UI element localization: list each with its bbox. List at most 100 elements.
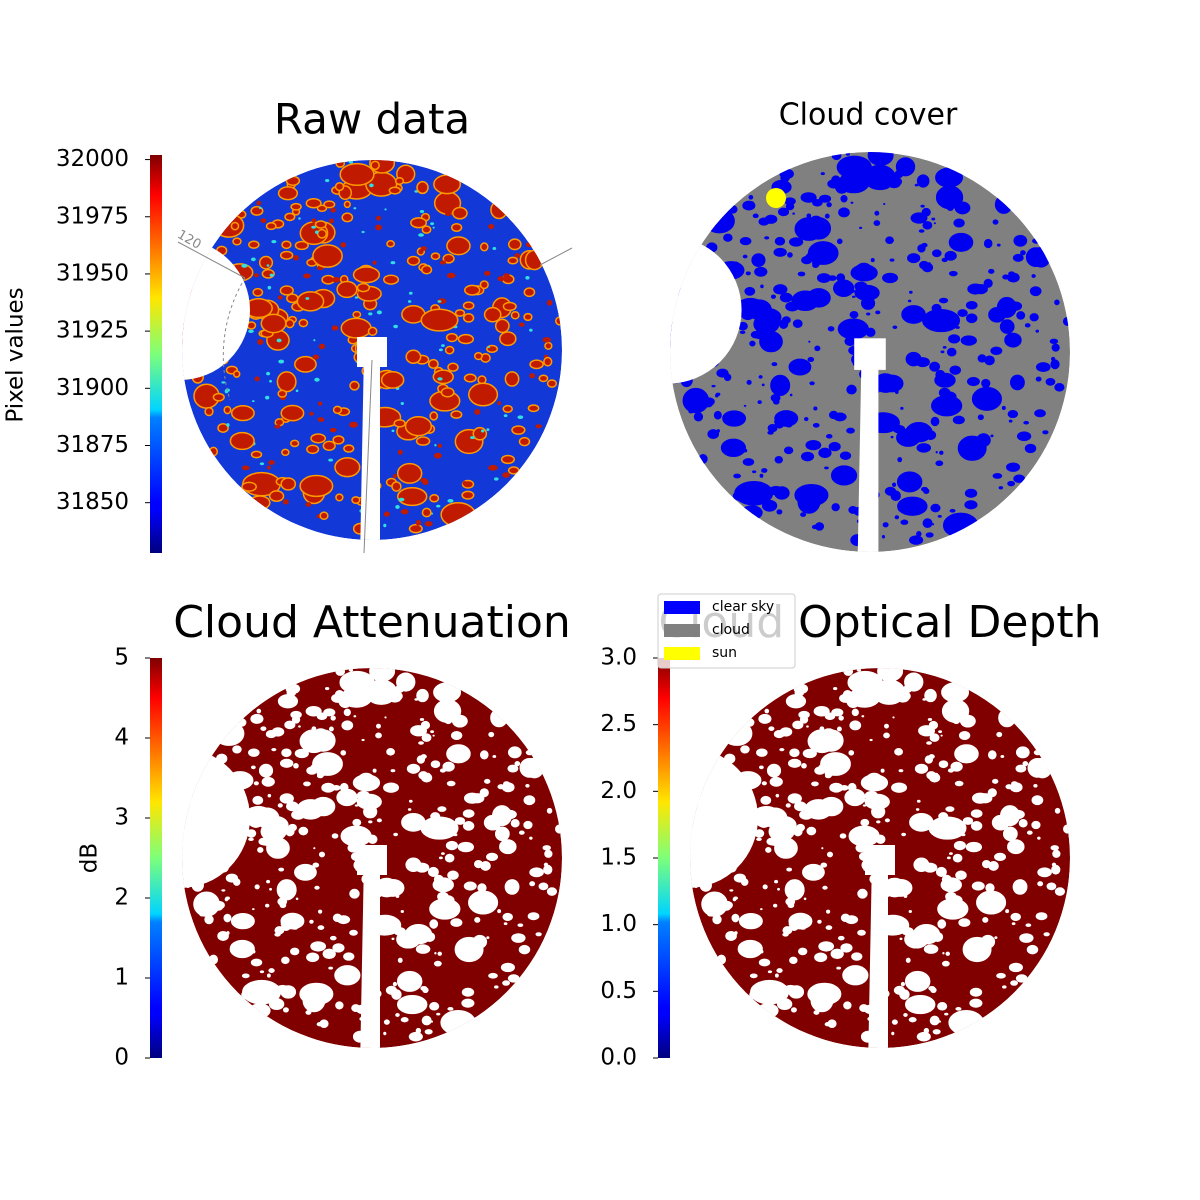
image-blob [352,310,362,319]
image-blob [429,411,439,421]
image-blob [733,473,741,479]
image-blob [241,263,248,268]
image-blob [764,236,770,240]
image-blob [785,897,796,906]
image-blob [543,864,553,875]
image-blob [920,204,925,208]
guide-line [177,241,246,279]
image-blob [429,919,439,929]
image-blob [769,340,775,344]
image-blob [317,417,325,423]
image-blob [500,962,515,973]
image-blob [213,213,245,238]
image-blob [813,1010,820,1015]
image-blob [970,989,976,994]
image-blob [415,436,431,446]
image-blob [894,515,900,520]
image-blob [408,523,423,534]
image-blob [874,210,880,216]
image-blob [396,994,428,1015]
image-blob [983,278,993,288]
image-blob [343,952,355,961]
image-blob [933,222,936,225]
image-blob [285,318,295,329]
image-blob [383,274,400,285]
image-blob [499,839,517,855]
image-blob [462,809,475,818]
image-blob [744,286,756,296]
image-blob [903,1013,908,1017]
image-blob [900,981,905,987]
image-blob [1002,985,1007,989]
image-blob [761,781,767,786]
image-blob [370,668,380,679]
image-blob [306,952,320,963]
image-blob [393,832,399,837]
image-blob [1013,474,1025,483]
image-blob [393,927,406,936]
image-blob [383,1031,387,1036]
image-blob [328,966,333,970]
image-blob [732,897,737,902]
image-blob [819,726,825,731]
image-blob [825,434,833,439]
image-blob [999,319,1015,334]
image-blob [311,225,316,229]
image-blob [732,490,749,502]
image-blob [208,446,219,457]
image-blob [831,708,844,717]
image-blob [831,503,840,512]
image-blob [386,240,395,248]
image-blob [925,532,934,538]
image-blob [812,224,823,235]
image-blob [1008,271,1015,276]
image-blob [887,180,901,189]
image-blob [977,354,987,363]
image-blob [932,249,942,258]
image-blob [367,326,378,337]
image-blob [446,236,471,256]
image-blob [502,404,513,413]
image-blob [310,433,327,444]
image-blob [849,720,862,731]
image-blob [976,890,1007,915]
image-blob [875,834,886,845]
image-blob [768,821,795,842]
image-blob [1033,783,1038,788]
image-blob [502,980,510,986]
image-blob [361,738,365,742]
image-blob [838,207,850,218]
image-blob [427,358,439,369]
image-blob [369,691,374,696]
image-blob [204,914,214,925]
image-blob [433,682,462,703]
image-blob [707,429,720,440]
image-blob [778,319,789,329]
image-blob [756,837,762,841]
image-blob [915,808,920,811]
image-blob [1001,405,1006,410]
image-blob [280,404,305,422]
image-blob [253,273,259,278]
image-blob [958,918,971,927]
image-blob [905,351,922,367]
image-blob [507,764,519,773]
image-blob [945,885,951,889]
image-blob [777,887,780,891]
colorbar-tick-label: 31975 [56,203,129,229]
image-blob [226,423,230,427]
image-blob [504,879,520,895]
image-blob [396,970,423,992]
image-blob [473,859,483,869]
image-blob [322,440,336,452]
mask-cutout [182,748,250,888]
sun-marker [766,188,786,208]
image-blob [797,271,806,277]
image-blob [424,521,433,527]
image-blob [1037,881,1044,887]
image-blob [977,414,984,421]
image-blob [383,1019,390,1025]
image-blob [966,376,980,387]
image-blob [740,745,750,754]
